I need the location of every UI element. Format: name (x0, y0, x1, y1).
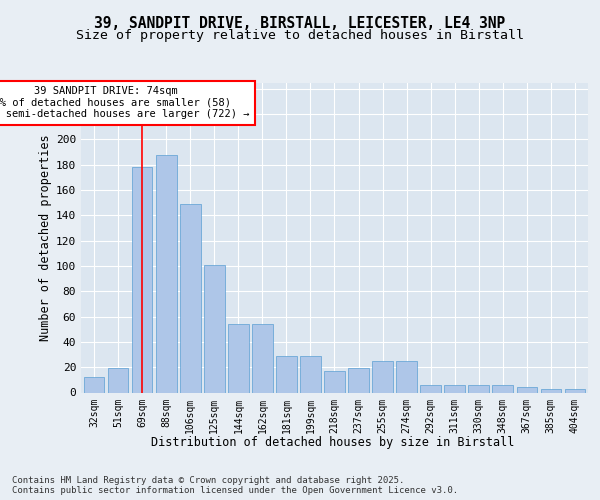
Bar (541, 388, 561, 392)
Text: 39 SANDPIT DRIVE: 74sqm
← 7% of detached houses are smaller (58)
92% of semi-det: 39 SANDPIT DRIVE: 74sqm ← 7% of detached… (0, 86, 250, 120)
Bar (397, 361, 417, 392)
Bar (565, 388, 585, 392)
Text: Contains HM Land Registry data © Crown copyright and database right 2025.
Contai: Contains HM Land Registry data © Crown c… (12, 476, 458, 495)
Bar (373, 361, 393, 392)
Bar (493, 385, 513, 392)
Bar (108, 368, 128, 392)
Bar (228, 324, 248, 392)
Bar (132, 168, 152, 392)
Text: 39, SANDPIT DRIVE, BIRSTALL, LEICESTER, LE4 3NP: 39, SANDPIT DRIVE, BIRSTALL, LEICESTER, … (94, 16, 506, 31)
Text: Distribution of detached houses by size in Birstall: Distribution of detached houses by size … (151, 436, 515, 449)
Bar (180, 204, 200, 392)
Bar (84, 378, 104, 392)
Bar (517, 388, 537, 392)
Bar (156, 154, 176, 392)
Bar (349, 368, 369, 392)
Bar (276, 356, 296, 393)
Y-axis label: Number of detached properties: Number of detached properties (39, 134, 52, 341)
Bar (324, 371, 345, 392)
Bar (300, 356, 320, 393)
Bar (445, 385, 465, 392)
Bar (469, 385, 489, 392)
Bar (204, 264, 224, 392)
Bar (252, 324, 272, 392)
Bar (421, 385, 441, 392)
Text: Size of property relative to detached houses in Birstall: Size of property relative to detached ho… (76, 29, 524, 42)
